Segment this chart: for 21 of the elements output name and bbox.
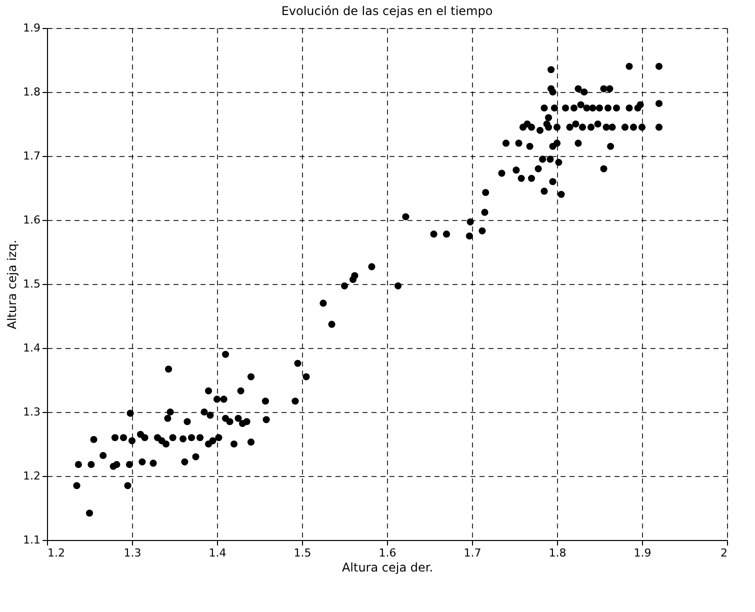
y-tick-label: 1.8 xyxy=(23,86,40,98)
x-tick-label: 1.7 xyxy=(464,546,482,560)
x-tick-label: 1.4 xyxy=(208,546,226,560)
x-tick-label: 1.8 xyxy=(548,546,566,560)
y-tick-label: 1.6 xyxy=(23,214,40,226)
y-tick-label: 1.3 xyxy=(23,406,40,418)
y-tick-label: 1.7 xyxy=(23,150,40,162)
x-tick-label: 1.3 xyxy=(124,546,142,560)
y-tick-label: 1.2 xyxy=(23,470,40,482)
chart-title: Evolución de las cejas en el tiempo xyxy=(281,4,493,18)
y-axis-title: Altura ceja izq. xyxy=(5,240,20,330)
x-tick-label: 1.6 xyxy=(378,546,396,560)
x-tick-label: 1.9 xyxy=(634,546,652,560)
y-tick-label: 1.4 xyxy=(23,342,40,354)
x-tick-label: 2 xyxy=(720,546,728,560)
y-tick-label: 1.1 xyxy=(23,534,40,546)
x-axis-title: Altura ceja der. xyxy=(342,560,434,574)
y-tick-label: 1.5 xyxy=(23,278,40,290)
x-tick-label: 1.5 xyxy=(294,546,312,560)
y-tick-label: 1.9 xyxy=(23,22,40,34)
x-tick-label: 1.2 xyxy=(48,546,65,560)
